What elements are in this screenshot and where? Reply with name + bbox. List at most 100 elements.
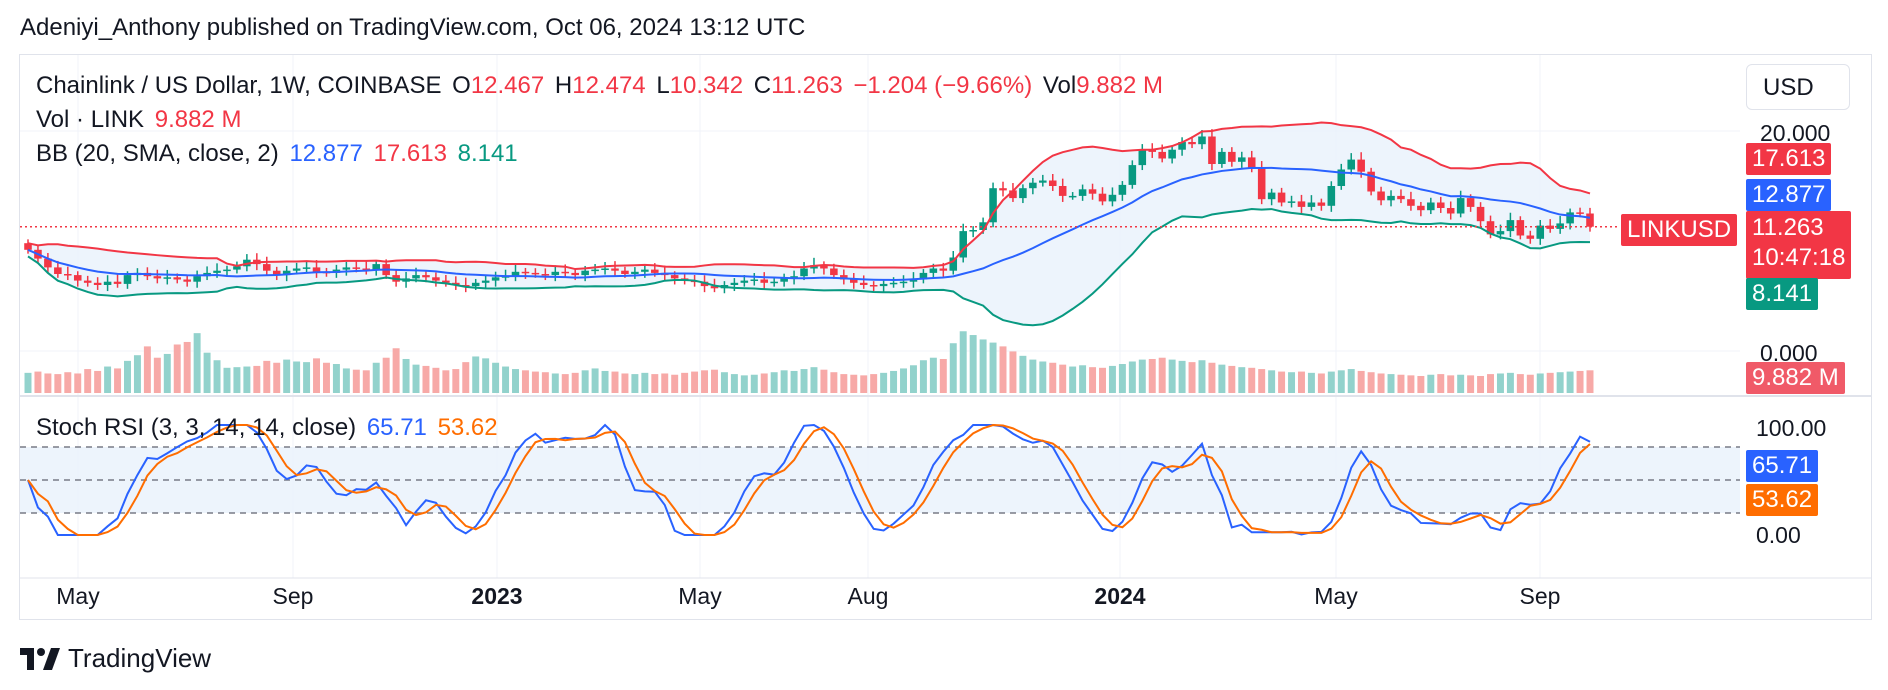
stoch-rsi-plot — [20, 423, 1740, 536]
symbol-name[interactable]: Chainlink / US Dollar, 1W, COINBASE — [36, 72, 442, 99]
stoch-legend[interactable]: Stoch RSI (3, 3, 14, 14, close) 65.71 53… — [36, 414, 502, 442]
candle-body — [840, 275, 848, 280]
time-label-aug-2023: Aug — [847, 583, 889, 609]
stoch-k-line — [27, 423, 1591, 536]
volume-bar — [1258, 369, 1266, 393]
volume-bar — [1576, 370, 1584, 393]
candle-body — [1068, 195, 1077, 198]
candle-body — [213, 270, 221, 273]
volume-bar — [213, 360, 221, 393]
volume-bar — [1357, 370, 1365, 393]
candle-body — [442, 280, 450, 283]
candle-body — [1019, 188, 1027, 199]
candle-body — [949, 257, 958, 271]
time-label-may-2023: May — [678, 583, 722, 609]
candle-body — [113, 281, 122, 284]
volume-bar — [382, 357, 390, 393]
candle-body — [859, 282, 868, 285]
volume-bar — [1009, 351, 1017, 393]
vol-label: Vol — [1042, 72, 1077, 99]
volume-bar — [870, 374, 878, 393]
volume-bar — [422, 365, 430, 393]
volume-bar — [860, 375, 868, 393]
candle-body — [1436, 202, 1445, 208]
volume-legend[interactable]: Vol · LINK 9.882 M — [36, 106, 245, 134]
bb-legend[interactable]: BB (20, SMA, close, 2) 12.877 17.613 8.1… — [36, 140, 522, 168]
candle-body — [1128, 165, 1137, 185]
tradingview-logo[interactable]: TradingView — [20, 643, 211, 674]
volume-bar — [193, 333, 201, 393]
volume-bar — [820, 369, 828, 393]
change-value: −1.204 (−9.66%) — [853, 72, 1033, 99]
volume-bar — [720, 372, 728, 393]
volume-bar — [402, 358, 410, 393]
stoch-label[interactable]: Stoch RSI (3, 3, 14, 14, close) — [36, 414, 357, 441]
high-value: 12.474 — [572, 72, 646, 99]
volume-bar — [581, 370, 589, 393]
bb-basis-value: 12.877 — [289, 140, 363, 167]
candle-body — [879, 283, 888, 287]
volume-indicator-label[interactable]: Vol · LINK — [36, 106, 145, 133]
volume-bar — [44, 373, 52, 393]
candle-body — [282, 270, 291, 276]
stoch-tick-0: 0.00 — [1756, 522, 1801, 548]
candle-body — [1516, 220, 1525, 236]
open-label: O — [452, 72, 471, 99]
time-label-2023: 2023 — [471, 583, 523, 609]
candle-body — [561, 271, 570, 274]
candle-body — [651, 269, 659, 273]
candle-body — [601, 268, 609, 270]
candle-body — [1198, 136, 1206, 145]
volume-bar — [651, 374, 659, 393]
volume-bar — [153, 357, 161, 393]
candle-body — [1078, 189, 1087, 196]
volume-bar — [203, 352, 211, 393]
bar-countdown: 10:47:18 — [1752, 244, 1846, 271]
volume-bar — [840, 374, 848, 393]
volume-bar — [1487, 374, 1494, 393]
candle-body — [73, 275, 82, 281]
volume-bar — [1268, 370, 1276, 393]
candle-body — [123, 275, 132, 284]
currency-button[interactable]: USD — [1746, 64, 1850, 110]
volume-bar — [1228, 365, 1236, 393]
volume-bar — [512, 369, 519, 393]
volume-bar — [1337, 370, 1345, 393]
volume-bar — [671, 374, 679, 393]
volume-bar — [969, 335, 977, 393]
volume-bar — [850, 374, 858, 393]
volume-bar — [233, 367, 241, 393]
volume-bar — [1417, 375, 1425, 393]
candle-body — [272, 270, 281, 276]
candle-body — [1347, 159, 1356, 170]
bb-label[interactable]: BB (20, SMA, close, 2) — [36, 140, 279, 167]
volume-bar — [939, 358, 947, 393]
volume-bar — [1218, 364, 1226, 393]
candle-body — [1267, 192, 1276, 200]
volume-bar — [472, 356, 480, 393]
last-price-value: 11.263 — [1752, 214, 1824, 241]
candle-body — [452, 282, 460, 285]
candle-body — [1108, 194, 1117, 202]
volume-bar — [163, 353, 171, 393]
candle-body — [1138, 149, 1147, 166]
volume-bar — [1526, 374, 1534, 393]
candle-body — [44, 258, 52, 268]
candle-body — [1158, 151, 1166, 159]
candle-body — [1257, 168, 1266, 200]
volume-bar — [1158, 357, 1166, 393]
candle-body — [979, 222, 987, 230]
bb-band-area — [28, 122, 1590, 326]
stoch-tick-100: 100.00 — [1756, 415, 1827, 441]
candle-body — [830, 268, 838, 276]
candle-body — [93, 282, 102, 285]
candle-body — [1009, 190, 1017, 199]
volume-bar — [1288, 372, 1296, 393]
volume-bar — [1447, 375, 1455, 393]
candle-body — [531, 272, 540, 275]
volume-bar — [1427, 374, 1435, 393]
volume-bar — [1556, 372, 1564, 393]
volume-bar — [701, 370, 709, 393]
price-legend[interactable]: Chainlink / US Dollar, 1W, COINBASE O 12.… — [36, 72, 1167, 100]
